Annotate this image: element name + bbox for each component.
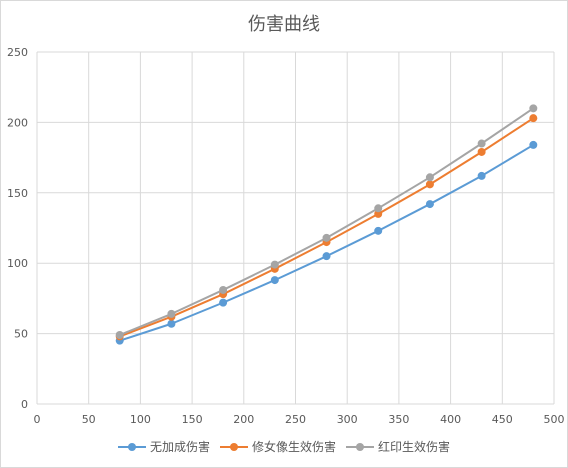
y-tick-label: 100 xyxy=(7,257,28,270)
data-point-series-1 xyxy=(425,200,434,209)
x-tick-label: 500 xyxy=(544,413,565,426)
y-tick-label: 200 xyxy=(7,116,28,129)
data-point-series-3 xyxy=(374,204,383,213)
x-tick-label: 50 xyxy=(82,413,96,426)
x-tick-label: 350 xyxy=(388,413,409,426)
data-point-series-3 xyxy=(115,331,124,340)
data-point-series-2 xyxy=(374,209,383,218)
data-point-series-3 xyxy=(322,233,331,242)
data-point-series-3 xyxy=(270,260,279,269)
y-tick-label: 150 xyxy=(7,187,28,200)
series-lines xyxy=(115,104,538,345)
y-tick-label: 0 xyxy=(21,398,28,411)
data-point-series-1 xyxy=(374,226,383,235)
y-tick-label: 250 xyxy=(7,46,28,59)
data-point-series-3 xyxy=(477,139,486,148)
x-tick-label: 150 xyxy=(182,413,203,426)
data-point-series-1 xyxy=(270,276,279,285)
x-tick-label: 250 xyxy=(285,413,306,426)
legend-label: 修女像生效伤害 xyxy=(251,440,336,454)
data-point-series-3 xyxy=(167,309,176,318)
axis-tick-labels: 0 50 100 150 200 250 0 50 100 150 200 250 300 350 400 4… xyxy=(7,46,565,426)
grid-lines xyxy=(36,51,555,405)
legend-marker xyxy=(346,442,374,452)
legend-label: 红印生效伤害 xyxy=(378,440,451,454)
x-tick-label: 100 xyxy=(130,413,151,426)
data-point-series-1 xyxy=(529,140,538,149)
x-tick-label: 200 xyxy=(233,413,254,426)
data-point-series-1 xyxy=(219,298,228,307)
data-point-series-2 xyxy=(529,114,538,123)
legend-item-1: 无加成伤害 xyxy=(117,438,210,455)
legend: 无加成伤害 修女像生效伤害 红印生效伤害 xyxy=(0,438,568,455)
legend-item-3: 红印生效伤害 xyxy=(346,438,450,455)
data-point-series-1 xyxy=(167,319,176,328)
data-point-series-1 xyxy=(322,252,331,261)
x-tick-label: 300 xyxy=(337,413,358,426)
chart-title: 伤害曲线 xyxy=(248,14,320,35)
x-tick-label: 450 xyxy=(492,413,513,426)
x-tick-label: 400 xyxy=(440,413,461,426)
legend-marker xyxy=(219,442,248,452)
legend-item-2: 修女像生效伤害 xyxy=(219,438,336,455)
data-point-series-3 xyxy=(219,285,228,294)
data-point-series-2 xyxy=(425,180,434,189)
y-tick-label: 50 xyxy=(14,328,28,341)
data-point-series-3 xyxy=(425,173,434,182)
data-point-series-3 xyxy=(529,104,538,113)
legend-label: 无加成伤害 xyxy=(149,440,210,454)
data-point-series-2 xyxy=(477,147,486,156)
data-point-series-1 xyxy=(477,171,486,180)
series-line-3 xyxy=(119,107,534,336)
x-tick-label: 0 xyxy=(34,413,41,426)
legend-marker xyxy=(117,442,146,452)
